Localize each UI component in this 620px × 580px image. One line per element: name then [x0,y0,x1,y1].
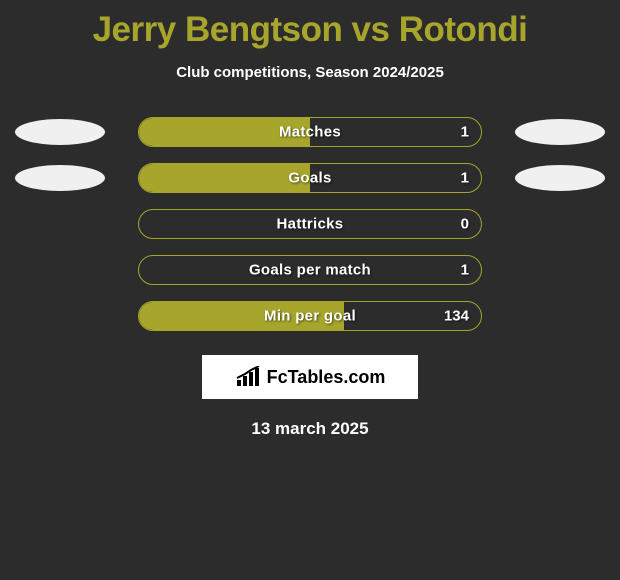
stat-bar: Matches1 [138,117,482,147]
subtitle: Club competitions, Season 2024/2025 [0,64,620,81]
stat-value: 1 [461,170,469,187]
stat-row: Hattricks0 [0,201,620,247]
stat-label: Hattricks [139,216,481,233]
stat-value: 1 [461,124,469,141]
stat-label: Min per goal [139,308,481,325]
stat-bar: Goals per match1 [138,255,482,285]
stat-value: 0 [461,216,469,233]
stat-bar: Min per goal134 [138,301,482,331]
stat-bar: Hattricks0 [138,209,482,239]
stat-row: Min per goal134 [0,293,620,339]
stat-row: Matches1 [0,109,620,155]
stat-label: Matches [139,124,481,141]
brand-badge: FcTables.com [202,355,418,399]
stat-label: Goals per match [139,262,481,279]
date-text: 13 march 2025 [0,419,620,439]
bars-container: Matches1Goals1Hattricks0Goals per match1… [0,109,620,339]
player-photo-right [515,119,605,145]
stat-value: 134 [444,308,469,325]
stat-bar: Goals1 [138,163,482,193]
brand-text: FcTables.com [267,367,386,388]
player-photo-left [15,165,105,191]
page-title: Jerry Bengtson vs Rotondi [0,0,620,50]
stat-row: Goals1 [0,155,620,201]
stat-label: Goals [139,170,481,187]
chart-icon [235,366,261,388]
player-photo-left [15,119,105,145]
stat-row: Goals per match1 [0,247,620,293]
stat-value: 1 [461,262,469,279]
player-photo-right [515,165,605,191]
